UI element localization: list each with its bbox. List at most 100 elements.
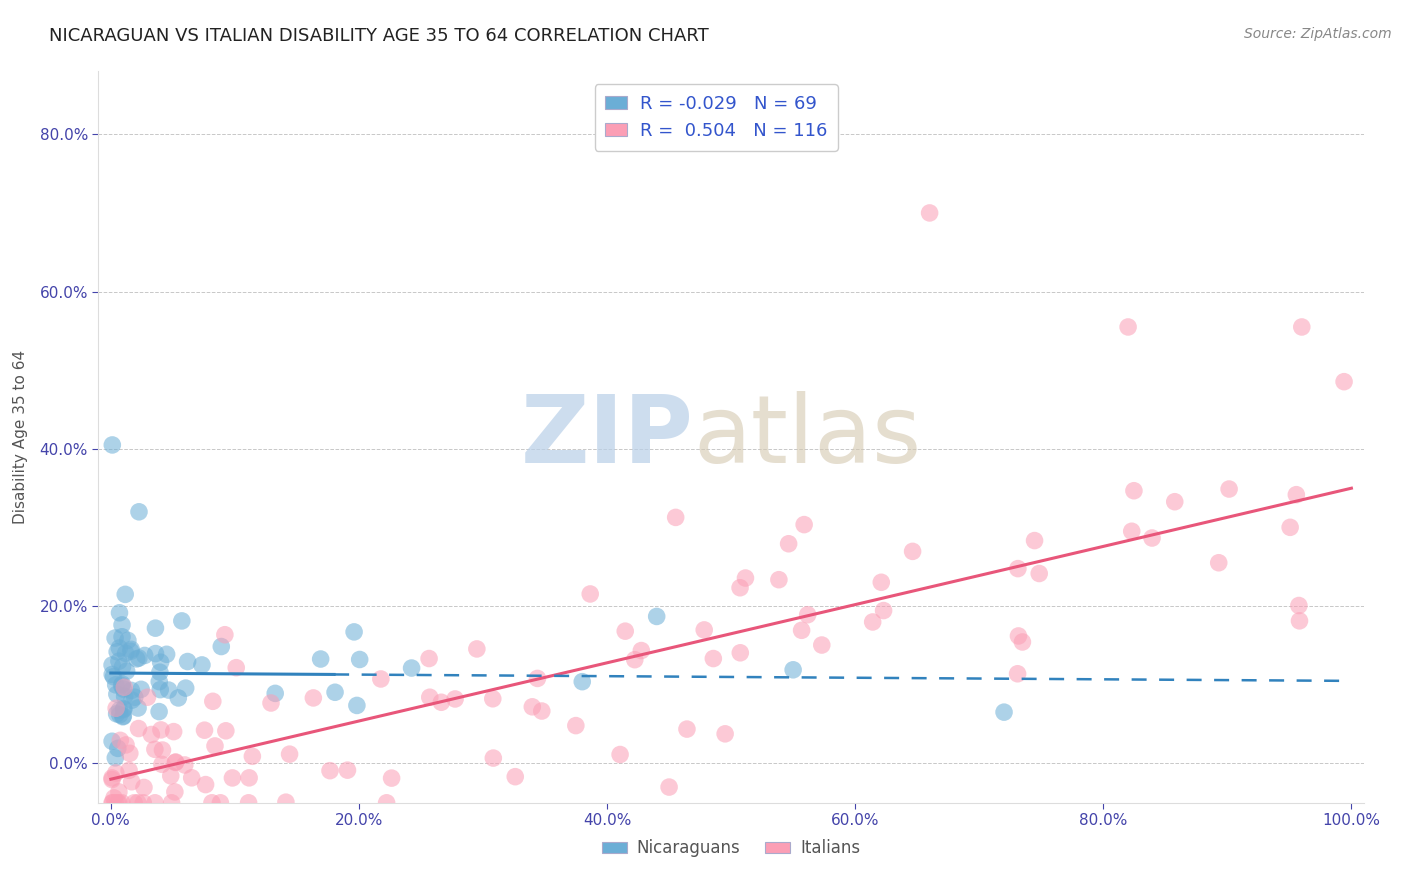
Point	[148, 705, 170, 719]
Point	[221, 771, 243, 785]
Point	[132, 796, 155, 810]
Point	[114, 690, 136, 704]
Point	[862, 615, 884, 629]
Point	[111, 618, 134, 632]
Point	[174, 681, 197, 695]
Point	[214, 628, 236, 642]
Point	[101, 771, 124, 785]
Point	[132, 780, 155, 795]
Point	[418, 651, 440, 665]
Point	[167, 690, 190, 705]
Text: Source: ZipAtlas.com: Source: ZipAtlas.com	[1244, 27, 1392, 41]
Point	[104, 678, 127, 692]
Point	[108, 785, 131, 799]
Point	[111, 677, 134, 691]
Point	[1011, 635, 1033, 649]
Point	[112, 701, 135, 715]
Point	[101, 667, 124, 681]
Point	[579, 587, 602, 601]
Point	[156, 648, 179, 662]
Point	[238, 796, 260, 810]
Point	[319, 764, 342, 778]
Point	[793, 517, 815, 532]
Text: atlas: atlas	[693, 391, 921, 483]
Point	[482, 751, 505, 765]
Point	[145, 647, 167, 661]
Point	[444, 692, 467, 706]
Point	[104, 766, 127, 780]
Point	[114, 646, 136, 660]
Point	[114, 587, 136, 601]
Point	[430, 695, 453, 709]
Point	[193, 723, 215, 738]
Point	[1288, 599, 1310, 613]
Point	[103, 670, 125, 684]
Point	[209, 640, 232, 654]
Point	[112, 702, 135, 716]
Point	[323, 685, 346, 699]
Point	[623, 653, 645, 667]
Point	[870, 575, 893, 590]
Point	[1285, 488, 1308, 502]
Point	[149, 723, 172, 737]
Point	[101, 438, 124, 452]
Point	[1024, 533, 1046, 548]
Point	[170, 614, 193, 628]
Point	[108, 654, 131, 668]
Point	[110, 733, 132, 747]
Point	[127, 701, 149, 715]
Point	[1208, 556, 1230, 570]
Point	[381, 771, 404, 785]
Point	[121, 774, 143, 789]
Point	[1164, 494, 1187, 508]
Point	[111, 796, 134, 810]
Point	[419, 690, 441, 705]
Point	[149, 655, 172, 669]
Point	[503, 770, 526, 784]
Point	[522, 699, 544, 714]
Legend: Nicaraguans, Italians: Nicaraguans, Italians	[595, 832, 868, 864]
Point	[796, 607, 818, 622]
Point	[107, 796, 129, 810]
Point	[105, 645, 128, 659]
Point	[115, 738, 138, 752]
Point	[274, 795, 297, 809]
Point	[143, 796, 166, 810]
Point	[104, 631, 127, 645]
Point	[614, 624, 637, 639]
Point	[1333, 375, 1355, 389]
Point	[101, 734, 124, 748]
Point	[157, 683, 180, 698]
Point	[790, 624, 813, 638]
Point	[121, 693, 143, 707]
Point	[111, 659, 134, 673]
Y-axis label: Disability Age 35 to 64: Disability Age 35 to 64	[14, 350, 28, 524]
Point	[149, 682, 172, 697]
Point	[163, 724, 186, 739]
Point	[734, 571, 756, 585]
Point	[112, 680, 135, 694]
Point	[118, 747, 141, 761]
Point	[105, 701, 128, 715]
Point	[105, 687, 128, 701]
Point	[117, 633, 139, 648]
Point	[110, 679, 132, 693]
Point	[128, 651, 150, 665]
Point	[665, 510, 688, 524]
Point	[191, 657, 214, 672]
Point	[346, 698, 368, 713]
Point	[173, 758, 195, 772]
Point	[118, 764, 141, 778]
Text: NICARAGUAN VS ITALIAN DISABILITY AGE 35 TO 64 CORRELATION CHART: NICARAGUAN VS ITALIAN DISABILITY AGE 35 …	[49, 27, 709, 45]
Text: ZIP: ZIP	[520, 391, 693, 483]
Point	[302, 690, 325, 705]
Point	[658, 780, 681, 794]
Point	[336, 763, 359, 777]
Point	[782, 663, 804, 677]
Point	[1218, 482, 1240, 496]
Point	[872, 603, 894, 617]
Point	[1007, 629, 1029, 643]
Point	[143, 742, 166, 756]
Point	[1028, 566, 1050, 581]
Point	[112, 682, 135, 697]
